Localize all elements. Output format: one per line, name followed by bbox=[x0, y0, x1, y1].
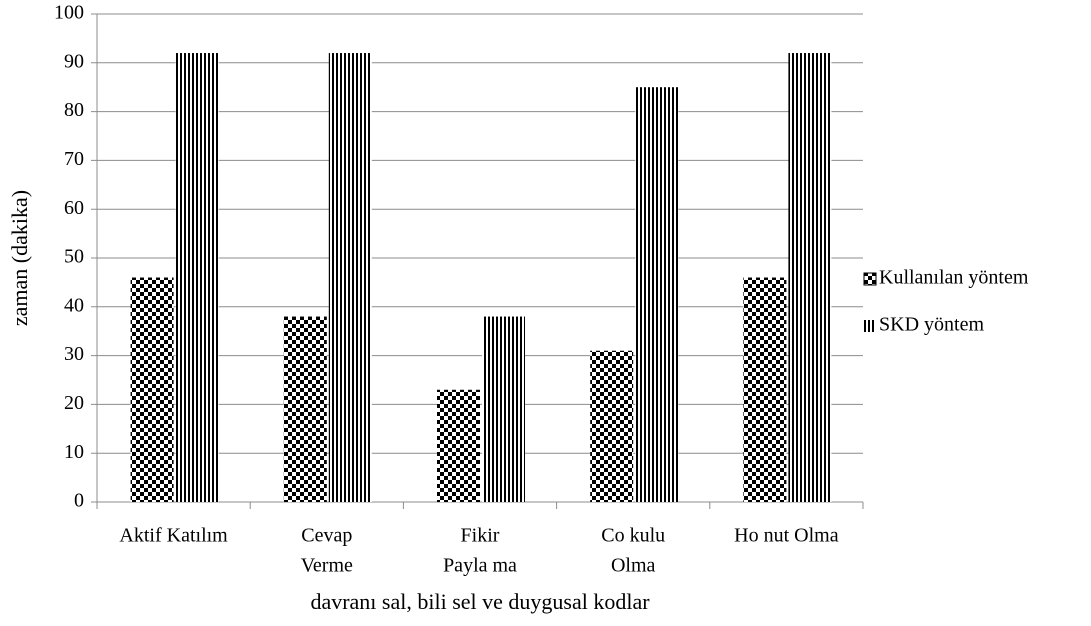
y-tick-label: 70 bbox=[64, 148, 84, 170]
y-tick-label: 0 bbox=[74, 490, 84, 512]
y-tick-label: 20 bbox=[64, 392, 84, 414]
x-tick-label: Cevap bbox=[301, 525, 352, 547]
bar bbox=[283, 316, 327, 502]
y-tick-label: 100 bbox=[54, 2, 84, 24]
bar bbox=[743, 277, 787, 502]
y-axis-title: zaman (dakika) bbox=[7, 190, 32, 326]
legend-swatch bbox=[863, 272, 877, 286]
y-tick-label: 30 bbox=[64, 343, 84, 365]
legend-label: Kullanılan yöntem bbox=[879, 267, 1029, 289]
legend-label: SKD yöntem bbox=[879, 314, 984, 336]
y-tick-label: 10 bbox=[64, 441, 84, 463]
bar bbox=[482, 316, 525, 502]
bar bbox=[788, 53, 832, 502]
bar bbox=[590, 350, 634, 502]
y-tick-label: 40 bbox=[64, 294, 84, 316]
x-tick-label: Verme bbox=[301, 555, 353, 577]
x-tick-label: Olma bbox=[611, 555, 656, 577]
x-tick-label: Fikir bbox=[461, 525, 500, 547]
legend-swatch bbox=[864, 320, 876, 332]
y-tick-label: 50 bbox=[64, 246, 84, 268]
x-tick-label: Aktif Katılım bbox=[119, 525, 228, 547]
y-tick-label: 60 bbox=[64, 197, 84, 219]
x-tick-label: Ho nut Olma bbox=[734, 525, 839, 547]
y-tick-label: 80 bbox=[64, 99, 84, 121]
x-tick-label: Payla ma bbox=[443, 555, 517, 577]
x-tick-label: Co kulu bbox=[601, 525, 665, 547]
bar bbox=[130, 277, 174, 502]
bar bbox=[175, 53, 219, 502]
y-tick-label: 90 bbox=[64, 50, 84, 72]
bar bbox=[437, 389, 480, 502]
x-axis-title: davranı sal, bili sel ve duygusal kodlar bbox=[310, 589, 650, 614]
bar bbox=[635, 87, 679, 502]
bar bbox=[328, 53, 372, 502]
